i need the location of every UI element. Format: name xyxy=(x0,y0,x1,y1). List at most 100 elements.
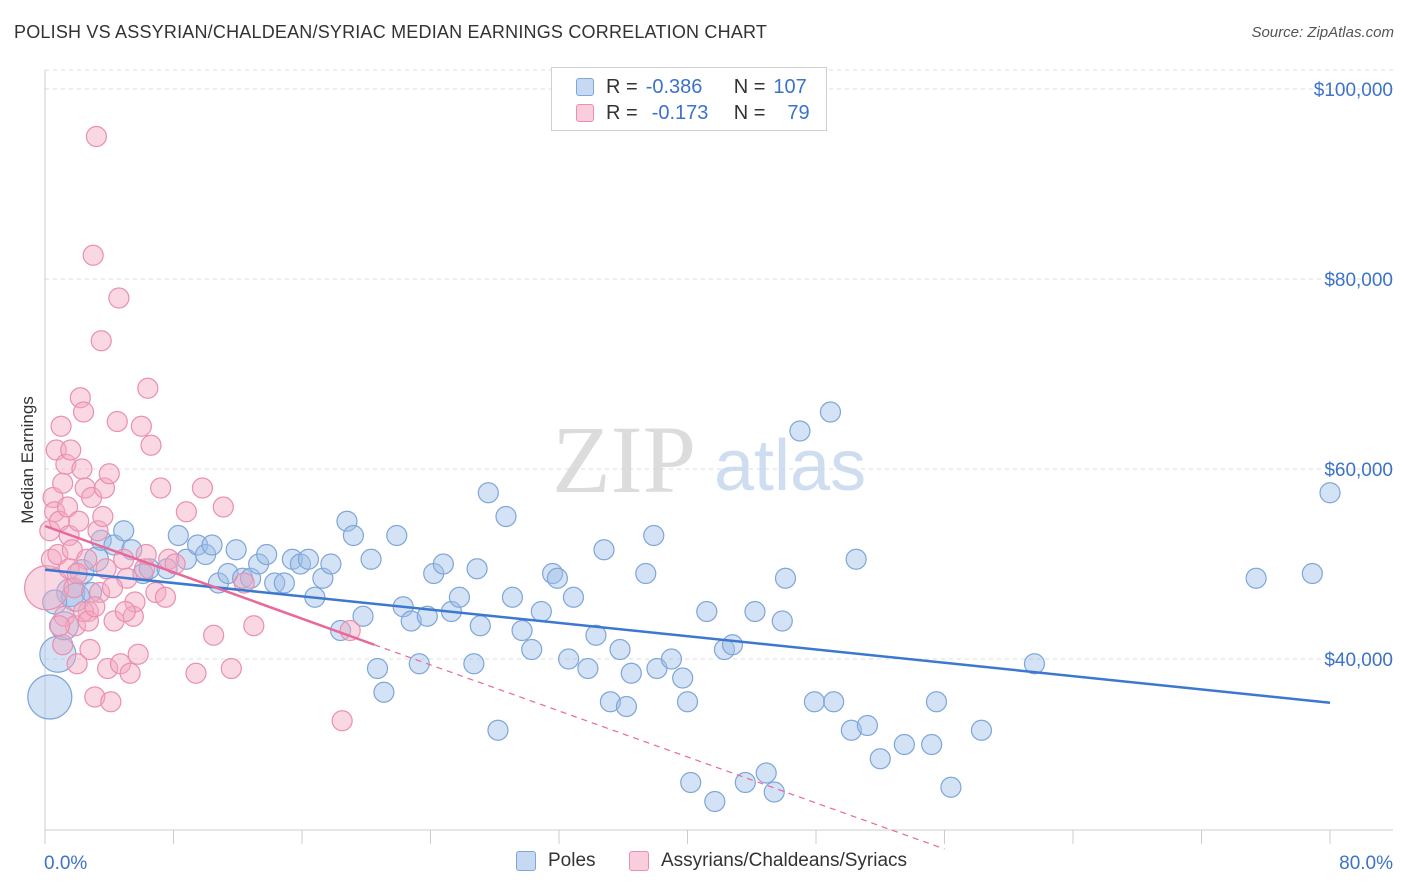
assyrians-point xyxy=(52,472,74,494)
poles-point xyxy=(201,534,223,556)
poles-point xyxy=(320,553,342,575)
poles-point xyxy=(599,691,622,713)
poles-point xyxy=(562,586,585,608)
assyrians-point xyxy=(92,505,114,528)
poles-point xyxy=(1245,567,1267,589)
assyrians-point xyxy=(48,615,71,637)
assyrians-point xyxy=(331,710,353,732)
assyrians-point xyxy=(185,662,207,684)
poles-point xyxy=(970,719,993,741)
poles-point xyxy=(803,691,825,713)
assyrians-point xyxy=(71,458,93,480)
legend-n-label: N = xyxy=(733,75,766,98)
trend-lines xyxy=(44,524,1331,850)
legend-label-assyrians: Assyrians/Chaldeans/Syriacs xyxy=(661,850,908,871)
assyrians-point xyxy=(55,453,77,475)
poles-point xyxy=(660,648,683,670)
legend-r-label: R = xyxy=(606,75,638,98)
assyrians-point xyxy=(98,463,120,485)
chart-title: POLISH VS ASSYRIAN/CHALDEAN/SYRIAC MEDIA… xyxy=(14,22,768,42)
assyrians-point xyxy=(50,415,72,437)
assyrians-point xyxy=(212,496,234,518)
poles-point xyxy=(940,776,962,798)
poles-point xyxy=(789,420,811,442)
legend-r-label: R = xyxy=(606,101,638,124)
poles-point xyxy=(869,748,891,770)
legend-n-value: 79 xyxy=(787,101,810,124)
poles-point xyxy=(696,600,718,623)
source-label: Source: ZipAtlas.com xyxy=(1251,24,1394,41)
poles-point xyxy=(521,638,543,661)
poles-point xyxy=(167,524,189,547)
poles-point xyxy=(373,681,395,703)
poles-point xyxy=(256,543,278,566)
poles-point xyxy=(1023,653,1046,675)
poles-point xyxy=(734,771,756,794)
x-tick-label: 80.0% xyxy=(1339,853,1393,874)
assyrians-point xyxy=(72,600,95,623)
poles-point xyxy=(819,401,842,423)
watermark-zip: ZIP xyxy=(552,406,696,513)
y-tick-label: $80,000 xyxy=(1324,270,1393,291)
poles-point xyxy=(721,634,744,656)
poles-point xyxy=(336,510,358,532)
assyrians-point xyxy=(84,596,106,618)
poles-point xyxy=(1319,482,1341,504)
poles-point xyxy=(530,600,552,623)
y-tick-label: $40,000 xyxy=(1324,650,1393,671)
poles-point xyxy=(615,695,638,718)
assyrians-point xyxy=(203,624,225,646)
poles-point xyxy=(546,567,568,589)
watermark-atlas: atlas xyxy=(714,426,866,506)
poles-point xyxy=(744,600,766,623)
poles-point xyxy=(620,662,642,684)
assyrians-point xyxy=(95,558,117,580)
poles-trend-line xyxy=(44,568,1331,704)
legend-swatch-blue xyxy=(576,78,594,96)
poles-point xyxy=(593,539,615,561)
poles-point xyxy=(823,691,845,713)
poles-point xyxy=(925,691,948,713)
poles-point xyxy=(408,653,430,675)
assyrians-point xyxy=(130,415,152,437)
poles-point xyxy=(771,610,793,632)
poles-point xyxy=(27,674,73,720)
x-tick-label: 0.0% xyxy=(44,853,87,874)
y-tick-label: $100,000 xyxy=(1314,80,1393,101)
y-tick-label: $60,000 xyxy=(1324,460,1393,481)
assyrians-trend-line xyxy=(44,524,375,646)
axes xyxy=(44,70,1393,844)
assyrians-point xyxy=(127,643,149,665)
legend-row-assyrians: R = -0.173 N = 79 xyxy=(576,100,810,126)
poles-point xyxy=(113,520,135,542)
assyrians-point xyxy=(84,686,106,708)
correlation-legend: R = -0.386 N = 107 R = -0.173 N = 79 xyxy=(551,67,827,131)
poles-point xyxy=(856,714,879,737)
assyrians-point xyxy=(101,577,124,599)
assyrians-point xyxy=(108,287,130,309)
poles-point xyxy=(366,657,389,680)
assyrians-point xyxy=(90,330,112,352)
poles-point xyxy=(763,781,785,803)
assyrians-point xyxy=(137,377,159,399)
legend-r-value: -0.386 xyxy=(645,75,703,98)
poles-point xyxy=(466,558,488,580)
poles-point xyxy=(921,733,943,756)
poles-point xyxy=(845,548,867,570)
poles-point xyxy=(643,524,665,547)
assyrians-point xyxy=(44,501,66,523)
y-axis-title: Median Earnings xyxy=(18,396,37,524)
legend-swatch-blue xyxy=(516,851,536,871)
assyrians-point xyxy=(89,581,111,604)
poles-point xyxy=(352,605,374,627)
poles-point xyxy=(774,567,797,589)
poles-point xyxy=(511,619,533,642)
assyrians-point xyxy=(150,477,172,499)
assyrians-point xyxy=(77,610,99,632)
assyrians-point xyxy=(145,581,167,604)
assyrians-point xyxy=(140,434,162,456)
assyrians-point xyxy=(66,653,88,675)
poles-point xyxy=(448,586,471,608)
assyrians-point xyxy=(24,565,70,611)
